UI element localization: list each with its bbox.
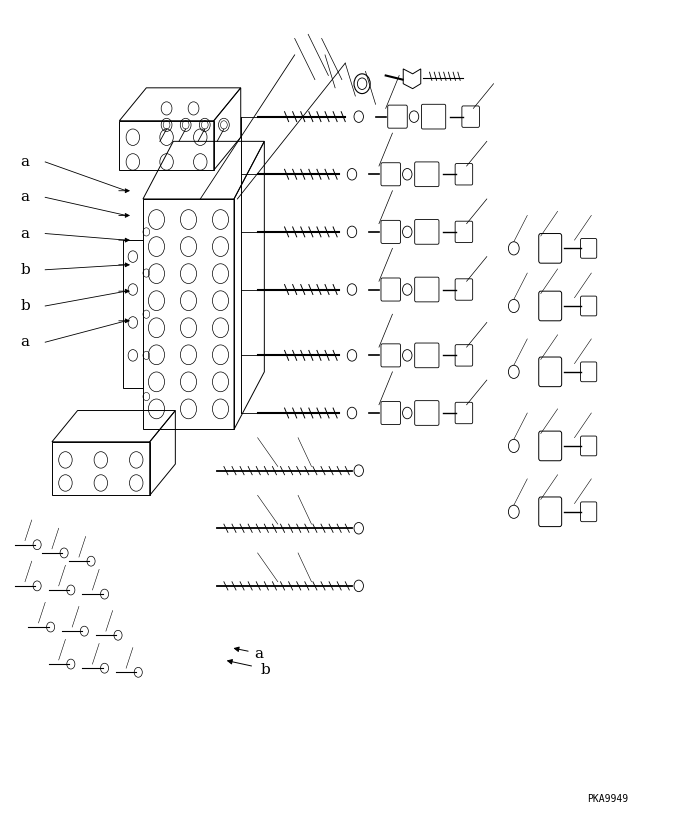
Text: a: a (255, 648, 263, 661)
Text: a: a (20, 226, 30, 240)
Text: a: a (20, 190, 30, 204)
Text: PKA9949: PKA9949 (587, 794, 628, 804)
Text: a: a (20, 335, 30, 349)
Text: a: a (20, 155, 30, 169)
Text: b: b (20, 263, 30, 277)
Text: b: b (261, 662, 271, 676)
Text: b: b (20, 299, 30, 313)
